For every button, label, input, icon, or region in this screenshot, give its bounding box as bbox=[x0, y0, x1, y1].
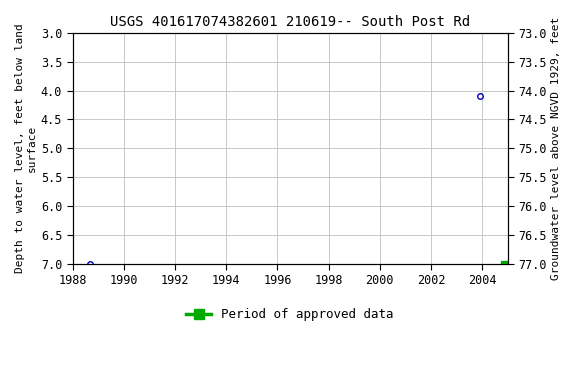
Legend: Period of approved data: Period of approved data bbox=[181, 303, 399, 326]
Title: USGS 401617074382601 210619-- South Post Rd: USGS 401617074382601 210619-- South Post… bbox=[110, 15, 470, 29]
Y-axis label: Depth to water level, feet below land
surface: Depth to water level, feet below land su… bbox=[15, 23, 37, 273]
Y-axis label: Groundwater level above NGVD 1929, feet: Groundwater level above NGVD 1929, feet bbox=[551, 17, 561, 280]
